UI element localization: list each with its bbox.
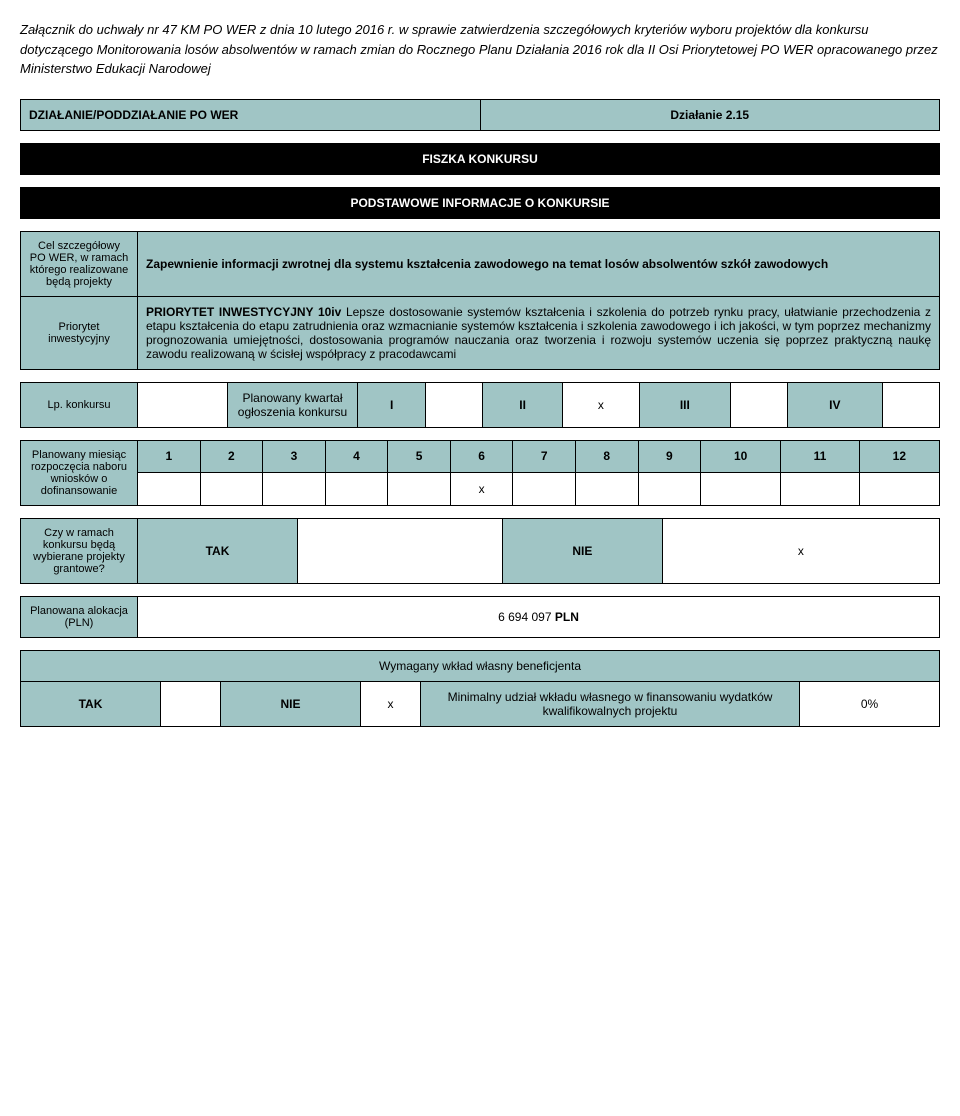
- cel-label: Cel szczegółowy PO WER, w ramach którego…: [21, 231, 138, 296]
- q3: III: [640, 382, 731, 427]
- lp-value: [138, 382, 228, 427]
- fiszka-table: FISZKA KONKURSU: [20, 143, 940, 175]
- grantowe-nie-mark: x: [662, 518, 939, 583]
- priorytet-cell: PRIORYTET INWESTYCYJNY 10iv Lepsze dosto…: [138, 296, 940, 369]
- grantowe-table: Czy w ramach konkursu będą wybierane pro…: [20, 518, 940, 584]
- priorytet-bold: PRIORYTET INWESTYCYJNY 10iv: [146, 305, 346, 319]
- m5-mark: [388, 473, 451, 506]
- min-value: 0%: [800, 681, 940, 726]
- wklad-tak-mark: [161, 681, 221, 726]
- priorytet-label: Priorytet inwestycyjny: [21, 296, 138, 369]
- m10: 10: [701, 440, 781, 473]
- m8-mark: [575, 473, 638, 506]
- q3-mark: [730, 382, 787, 427]
- q2: II: [483, 382, 562, 427]
- wklad-nie-mark: x: [361, 681, 421, 726]
- m8: 8: [575, 440, 638, 473]
- m7-mark: [513, 473, 576, 506]
- kwartal-table: Lp. konkursu Planowany kwartał ogłoszeni…: [20, 382, 940, 428]
- m4: 4: [325, 440, 388, 473]
- fiszka-heading: FISZKA KONKURSU: [21, 143, 940, 174]
- pln: PLN: [555, 610, 579, 624]
- m7: 7: [513, 440, 576, 473]
- m12-mark: [859, 473, 939, 506]
- m10-mark: [701, 473, 781, 506]
- m2-mark: [200, 473, 263, 506]
- dzialanie-value: Działanie 2.15: [480, 99, 940, 130]
- m4-mark: [325, 473, 388, 506]
- grantowe-label: Czy w ramach konkursu będą wybierane pro…: [21, 518, 138, 583]
- m12: 12: [859, 440, 939, 473]
- dzialanie-label: DZIAŁANIE/PODDZIAŁANIE PO WER: [21, 99, 481, 130]
- m1: 1: [138, 440, 201, 473]
- m3-mark: [263, 473, 326, 506]
- m6-mark: x: [450, 473, 513, 506]
- title-italic: Monitorowania losów absolwentów: [97, 42, 297, 57]
- q1: I: [358, 382, 426, 427]
- alokacja-label: Planowana alokacja (PLN): [21, 596, 138, 637]
- wklad-nie: NIE: [221, 681, 361, 726]
- section-dzialanie: DZIAŁANIE/PODDZIAŁANIE PO WER Działanie …: [20, 99, 940, 131]
- m11: 11: [781, 440, 859, 473]
- grantowe-nie: NIE: [502, 518, 662, 583]
- m9-mark: [638, 473, 701, 506]
- grantowe-tak-mark: [298, 518, 503, 583]
- lp-label: Lp. konkursu: [21, 382, 138, 427]
- alokacja-cell: 6 694 097 PLN: [138, 596, 940, 637]
- m11-mark: [781, 473, 859, 506]
- cel-value: Zapewnienie informacji zwrotnej dla syst…: [138, 231, 940, 296]
- podstawowe-heading: PODSTAWOWE INFORMACJE O KONKURSIE: [21, 187, 940, 218]
- m3: 3: [263, 440, 326, 473]
- min-label: Minimalny udział wkładu własnego w finan…: [421, 681, 800, 726]
- q4-mark: [882, 382, 939, 427]
- m9: 9: [638, 440, 701, 473]
- podstawowe-table: PODSTAWOWE INFORMACJE O KONKURSIE: [20, 187, 940, 219]
- alokacja-table: Planowana alokacja (PLN) 6 694 097 PLN: [20, 596, 940, 638]
- m5: 5: [388, 440, 451, 473]
- kwartal-label: Planowany kwartał ogłoszenia konkursu: [228, 382, 358, 427]
- wklad-heading: Wymagany wkład własny beneficjenta: [21, 650, 940, 681]
- cel-priorytet-table: Cel szczegółowy PO WER, w ramach którego…: [20, 231, 940, 370]
- q1-mark: [426, 382, 483, 427]
- m2: 2: [200, 440, 263, 473]
- wklad-tak: TAK: [21, 681, 161, 726]
- miesiac-label: Planowany miesiąc rozpoczęcia naboru wni…: [21, 440, 138, 505]
- document-title: Załącznik do uchwały nr 47 KM PO WER z d…: [20, 20, 940, 79]
- grantowe-tak: TAK: [138, 518, 298, 583]
- q4: IV: [787, 382, 882, 427]
- miesiac-table: Planowany miesiąc rozpoczęcia naboru wni…: [20, 440, 940, 506]
- q2-mark: x: [562, 382, 639, 427]
- alokacja-value: 6 694 097: [498, 610, 551, 624]
- m1-mark: [138, 473, 201, 506]
- wklad-table: Wymagany wkład własny beneficjenta TAK N…: [20, 650, 940, 727]
- m6: 6: [450, 440, 513, 473]
